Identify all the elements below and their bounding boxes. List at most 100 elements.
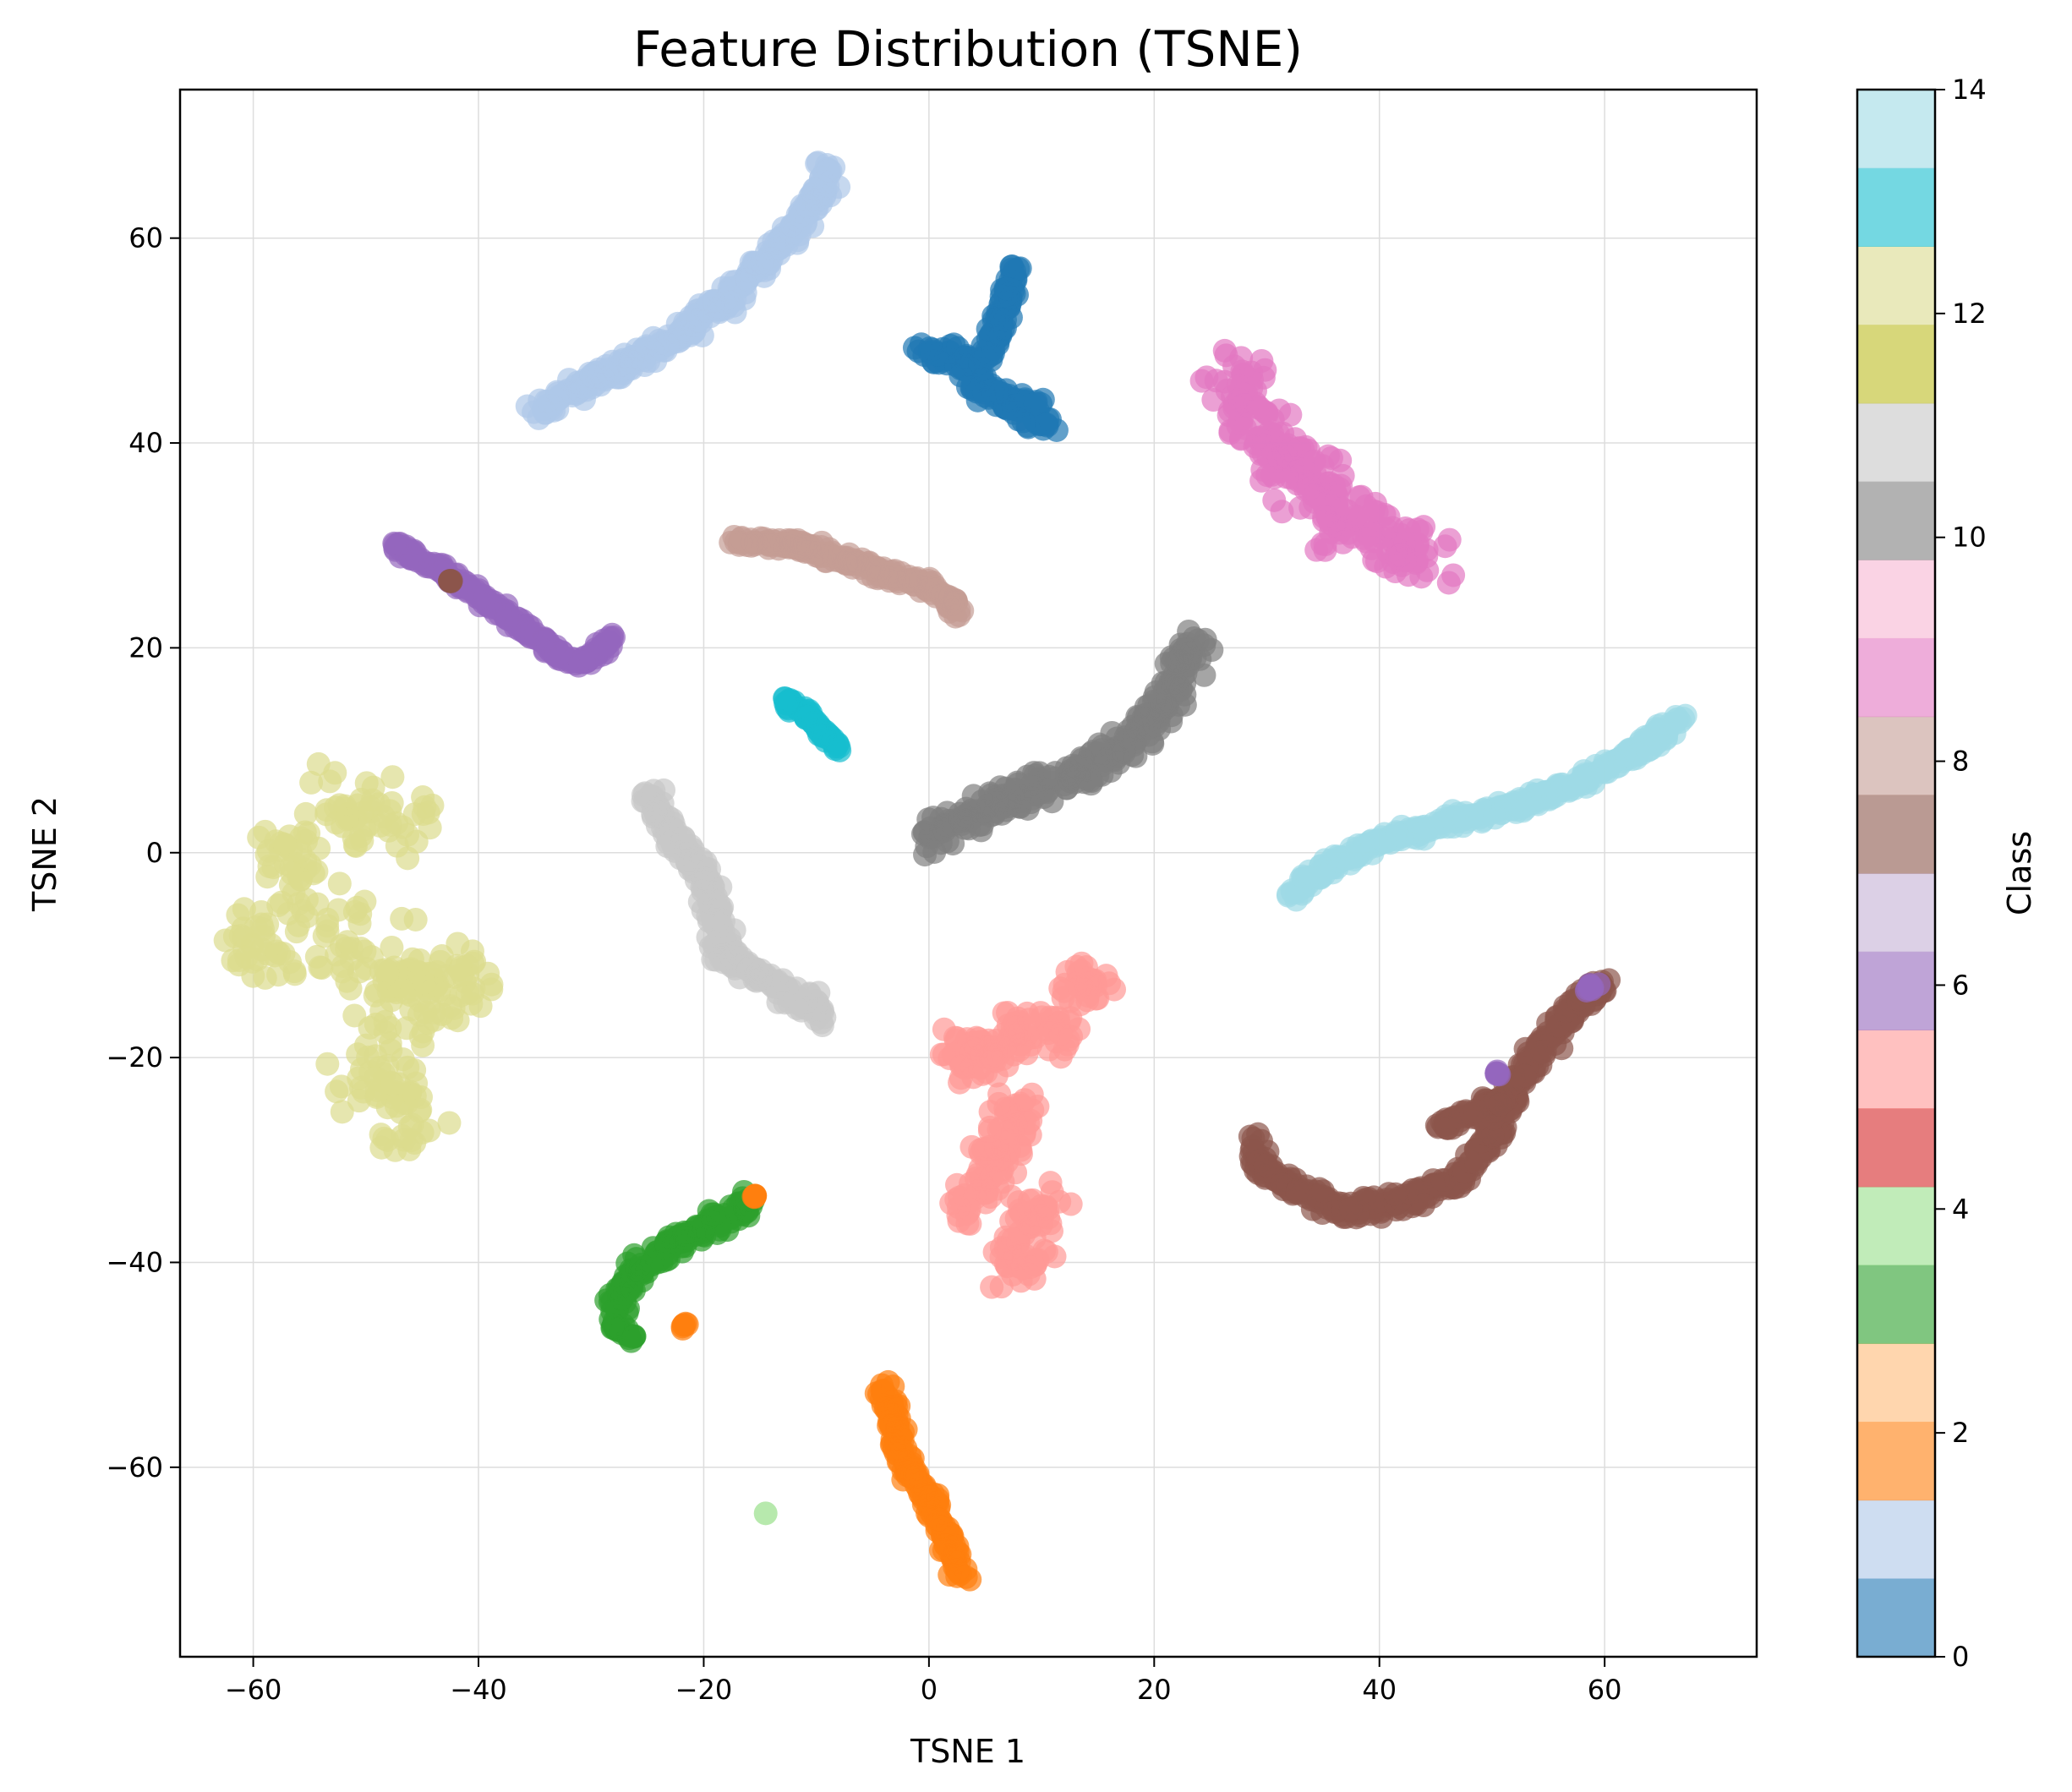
colorbar-segment [1857,402,1935,483]
scatter-point [1294,872,1319,897]
scatter-point [1488,1092,1512,1117]
scatter-point [1340,525,1364,549]
scatter-point [394,1016,418,1041]
scatter-point [999,1209,1024,1233]
scatter-point [402,802,427,827]
scatter-point [338,976,363,1001]
scatter-point [1319,445,1343,470]
scatter-point [335,807,359,832]
colorbar-tick-label: 2 [1952,1417,1969,1449]
scatter-point [253,965,277,990]
scatter-point [297,821,321,845]
x-tick-label: 0 [921,1674,938,1706]
scatter-point [1154,670,1178,695]
colorbar-tick-label: 14 [1952,74,1987,106]
scatter-point [994,276,1019,301]
scatter-point [492,598,517,622]
scatter-point [757,251,782,276]
scatter-point [446,932,470,956]
x-tick-label: −60 [225,1674,282,1706]
scatter-point [387,532,412,556]
scatter-point [1383,1182,1408,1206]
scatter-point [345,895,369,920]
scatter-point [989,1275,1014,1299]
scatter-point [802,998,827,1023]
colorbar-segment [1857,325,1935,404]
scatter-point [1023,391,1047,416]
colorbar-segment [1857,1500,1935,1579]
scatter-point [1338,1197,1363,1221]
scatter-point [1010,1256,1035,1281]
scatter-point [1038,1171,1063,1195]
scatter-point [1003,1023,1028,1047]
scatter-point [1260,407,1285,432]
scatter-point [468,994,493,1019]
colorbar-segment [1857,167,1935,247]
scatter-point [941,1042,965,1067]
scatter-point [938,1563,962,1587]
scatter-point [1204,369,1228,393]
scatter-point [1359,522,1383,546]
scatter-point [380,935,404,959]
scatter-point [1229,346,1254,370]
scatter-point [232,897,256,921]
scatter-point [883,1429,908,1454]
colorbar-segment [1857,1421,1935,1501]
scatter-point [330,1100,354,1124]
scatter-point [1441,563,1466,587]
scatter-point [416,1011,440,1035]
scatter-point [1580,766,1605,790]
scatter-point [411,1033,435,1057]
scatter-point [1298,476,1323,500]
scatter-point [327,871,352,896]
scatter-point [1646,725,1670,750]
scatter-point [265,939,289,964]
scatter-point [439,570,463,594]
scatter-point [1405,517,1430,542]
scatter-point [730,945,754,970]
scatter-point [539,394,563,418]
scatter-point [299,770,324,795]
scatter-point [1031,785,1056,810]
y-axis-title: TSNE 2 [26,796,63,912]
scatter-point [402,1084,427,1108]
scatter-point [922,839,947,864]
y-tick-label: 0 [146,837,163,869]
colorbar-segment [1857,1030,1935,1109]
colorbar [1857,90,1935,1658]
scatter-point [778,986,802,1010]
colorbar-tick-label: 8 [1952,746,1969,778]
scatter-point [788,199,812,224]
colorbar-segment [1857,1343,1935,1423]
y-tick-label: 20 [128,631,163,664]
scatter-point [1266,445,1291,470]
scatter-point [1389,543,1413,567]
scatter-point [664,817,688,842]
colorbar-label: Class [2001,831,2038,915]
scatter-point [703,884,728,909]
scatter-point [981,336,1006,361]
colorbar-segment [1857,951,1935,1030]
scatter-point [308,955,332,980]
scatter-point [1411,1194,1435,1218]
colorbar-tick-label: 12 [1952,298,1987,330]
scatter-point [920,337,944,362]
scatter-point [728,531,752,555]
scatter-point [665,311,690,336]
scatter-point [417,1118,441,1143]
scatter-point [1037,764,1062,789]
colorbar-segment [1857,873,1935,953]
scatter-point [938,1540,962,1565]
scatter-point [709,914,734,938]
scatter-point [947,603,971,627]
colorbar-segment [1857,560,1935,639]
scatter-point [883,559,907,583]
scatter-point [479,972,504,997]
scatter-point [1441,810,1466,834]
x-tick-label: 40 [1362,1674,1397,1706]
scatter-point [821,727,845,751]
scatter-point [1042,1244,1067,1269]
scatter-point [675,1228,699,1253]
y-tick-label: −40 [106,1246,163,1278]
